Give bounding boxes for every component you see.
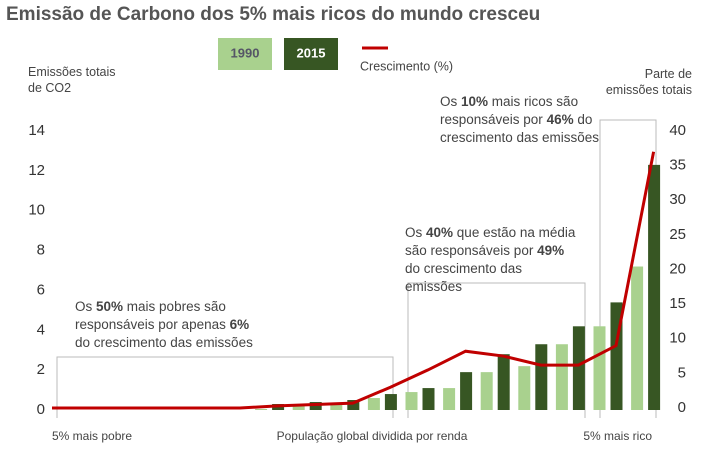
y2-tick-label: 0 xyxy=(678,399,686,416)
y2-tick-label: 30 xyxy=(669,191,686,208)
bracket xyxy=(599,119,657,418)
annotation-text: 6% xyxy=(229,317,250,332)
annotation-text: mais ricos são responsáveis por xyxy=(440,94,579,127)
annotation-text: 46% xyxy=(546,112,574,127)
y-tick-label: 4 xyxy=(37,321,45,338)
bar xyxy=(347,400,360,410)
bar xyxy=(405,392,418,410)
bar xyxy=(255,409,268,410)
annotation: Os 50% mais pobres são responsáveis por … xyxy=(75,298,265,352)
legend-label: Crescimento (%) xyxy=(360,59,453,73)
y2-tick-label: 20 xyxy=(669,260,686,277)
annotation-text: 40% xyxy=(426,225,454,240)
y-tick-label: 6 xyxy=(37,281,45,298)
y2-axis-label: Parte de emissões totais xyxy=(605,67,692,97)
legend-swatch xyxy=(284,38,338,70)
y-axis-label: Emissões totais de CO2 xyxy=(28,65,116,95)
y2-tick-label: 35 xyxy=(669,157,686,174)
bar xyxy=(518,366,531,410)
bar xyxy=(593,326,606,410)
bar xyxy=(443,388,456,410)
line xyxy=(52,151,656,410)
annotation-text: do crescimento das emissões xyxy=(75,335,253,350)
chart-title: Emissão de Carbono dos 5% mais ricos do … xyxy=(6,4,541,25)
annotation: Os 40% que estão na média são responsáve… xyxy=(405,224,580,296)
annotation-text: Os xyxy=(405,225,427,240)
y-tick-label: 8 xyxy=(37,242,45,259)
bar xyxy=(631,266,644,410)
annotation-text: que estão na média são responsáveis por xyxy=(405,225,576,258)
bar xyxy=(292,406,305,410)
y-tick-label: 14 xyxy=(28,122,45,139)
bar xyxy=(648,164,661,410)
annotation-text: do crescimento das emissões xyxy=(440,112,600,145)
y2-tick-label: 15 xyxy=(669,295,686,312)
y-tick-label: 2 xyxy=(37,361,45,378)
bar xyxy=(555,344,568,410)
bar xyxy=(330,404,343,410)
x-axis-annotation: 5% mais pobre xyxy=(52,429,132,443)
bar xyxy=(572,326,585,410)
bar xyxy=(535,344,548,410)
y2-tick-label: 25 xyxy=(669,226,686,243)
bar xyxy=(497,354,510,410)
x-axis-annotation: População global dividida por renda xyxy=(277,429,468,443)
annotation-text: Os xyxy=(75,299,97,314)
bar xyxy=(367,398,380,410)
annotation-text: mais pobres são responsáveis por apenas xyxy=(75,299,230,332)
annotation: Os 10% mais ricos são responsáveis por 4… xyxy=(440,93,605,147)
bar xyxy=(480,372,493,410)
legend-label: 1990 xyxy=(231,45,260,60)
y-tick-label: 12 xyxy=(28,162,45,179)
bracket xyxy=(407,282,586,418)
y-tick-label: 10 xyxy=(28,202,45,219)
annotation-text: 50% xyxy=(96,299,124,314)
bar xyxy=(422,388,435,410)
annotation-text: do crescimento das emissões xyxy=(405,261,523,294)
annotation-text: Os xyxy=(440,94,462,109)
y2-tick-label: 5 xyxy=(678,364,686,381)
annotation-text: 10% xyxy=(461,94,489,109)
legend-swatch xyxy=(218,38,272,70)
y-tick-label: 0 xyxy=(37,401,45,418)
y2-tick-label: 10 xyxy=(669,330,686,347)
annotation-text: 49% xyxy=(537,243,565,258)
legend-label: 2015 xyxy=(297,45,326,60)
bar xyxy=(384,394,397,410)
bar xyxy=(460,372,473,410)
x-axis-annotation: 5% mais rico xyxy=(583,429,652,443)
y2-tick-label: 40 xyxy=(669,122,686,139)
